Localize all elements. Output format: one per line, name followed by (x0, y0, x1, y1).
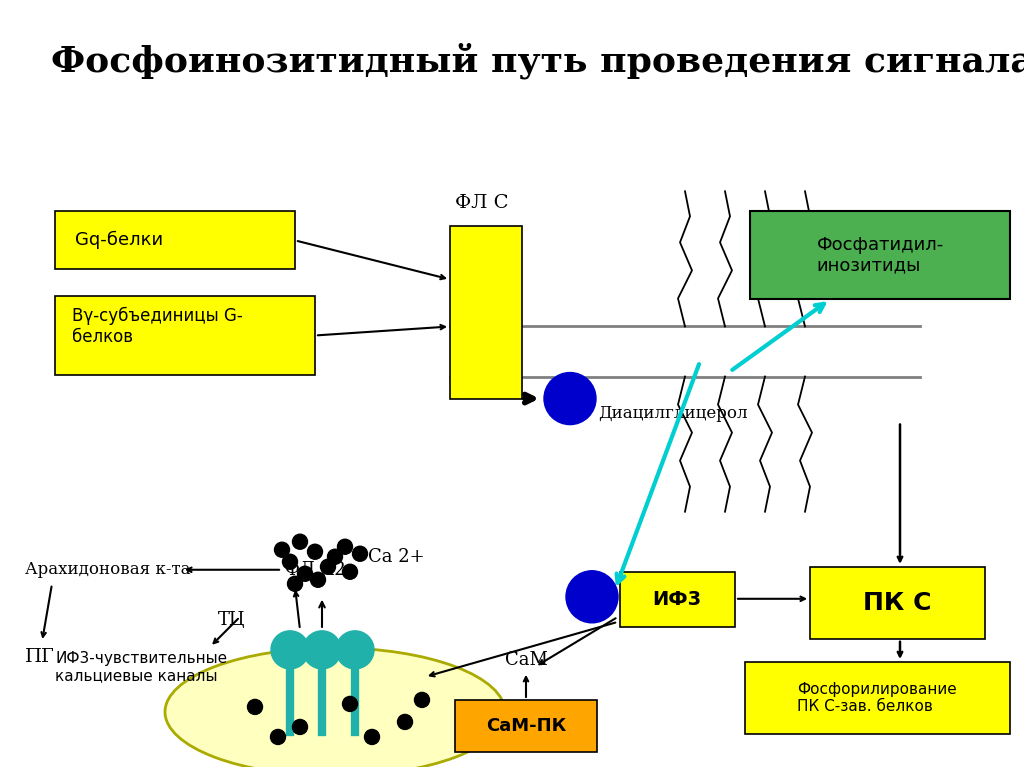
Circle shape (397, 714, 413, 729)
Circle shape (283, 555, 298, 569)
Circle shape (352, 546, 368, 561)
Circle shape (321, 559, 336, 574)
Circle shape (342, 696, 357, 712)
Text: Фосфатидил-
инозитиды: Фосфатидил- инозитиды (816, 236, 944, 275)
Circle shape (271, 630, 309, 669)
Text: ПК С: ПК С (863, 591, 931, 615)
Text: ПГ: ПГ (25, 648, 55, 666)
Text: Диацилглицерол: Диацилглицерол (598, 405, 748, 422)
Bar (55, 296, 315, 374)
Circle shape (328, 549, 342, 565)
Circle shape (288, 576, 302, 591)
Text: СаМ: СаМ (505, 651, 548, 669)
Bar (620, 571, 735, 627)
Circle shape (338, 539, 352, 555)
Bar (55, 212, 295, 269)
Text: ТЦ: ТЦ (218, 611, 246, 629)
Circle shape (307, 545, 323, 559)
Text: ИФ3-чувствительные
кальциевые каналы: ИФ3-чувствительные кальциевые каналы (55, 650, 227, 683)
Circle shape (248, 700, 262, 714)
Circle shape (544, 373, 596, 425)
Circle shape (415, 693, 429, 707)
Circle shape (293, 719, 307, 735)
Circle shape (342, 565, 357, 579)
Text: Арахидоновая к-та: Арахидоновая к-та (25, 561, 190, 578)
Circle shape (336, 630, 374, 669)
Text: СаМ-ПК: СаМ-ПК (485, 717, 566, 735)
Text: Фосфоинозитидный путь проведения сигнала: Фосфоинозитидный путь проведения сигнала (51, 43, 1024, 80)
Bar (745, 662, 1010, 734)
Circle shape (293, 535, 307, 549)
Text: Ca 2+: Ca 2+ (368, 548, 425, 566)
Bar (455, 700, 597, 752)
Bar (450, 226, 522, 399)
Text: ФЛ С: ФЛ С (455, 194, 509, 212)
Circle shape (310, 572, 326, 588)
Ellipse shape (165, 648, 505, 767)
Circle shape (274, 542, 290, 558)
Text: Фосфорилирование
ПК С-зав. белков: Фосфорилирование ПК С-зав. белков (797, 682, 956, 714)
Circle shape (303, 630, 341, 669)
Bar (750, 212, 1010, 299)
Circle shape (365, 729, 380, 745)
Text: Bγ-субъединицы G-
белков: Bγ-субъединицы G- белков (72, 307, 243, 346)
Text: Gq-белки: Gq-белки (75, 231, 163, 249)
Circle shape (298, 566, 312, 581)
Text: ФЛ А2: ФЛ А2 (285, 561, 346, 579)
Circle shape (566, 571, 618, 623)
Bar (810, 567, 985, 639)
Circle shape (270, 729, 286, 745)
Text: ИФ3: ИФ3 (652, 590, 701, 609)
